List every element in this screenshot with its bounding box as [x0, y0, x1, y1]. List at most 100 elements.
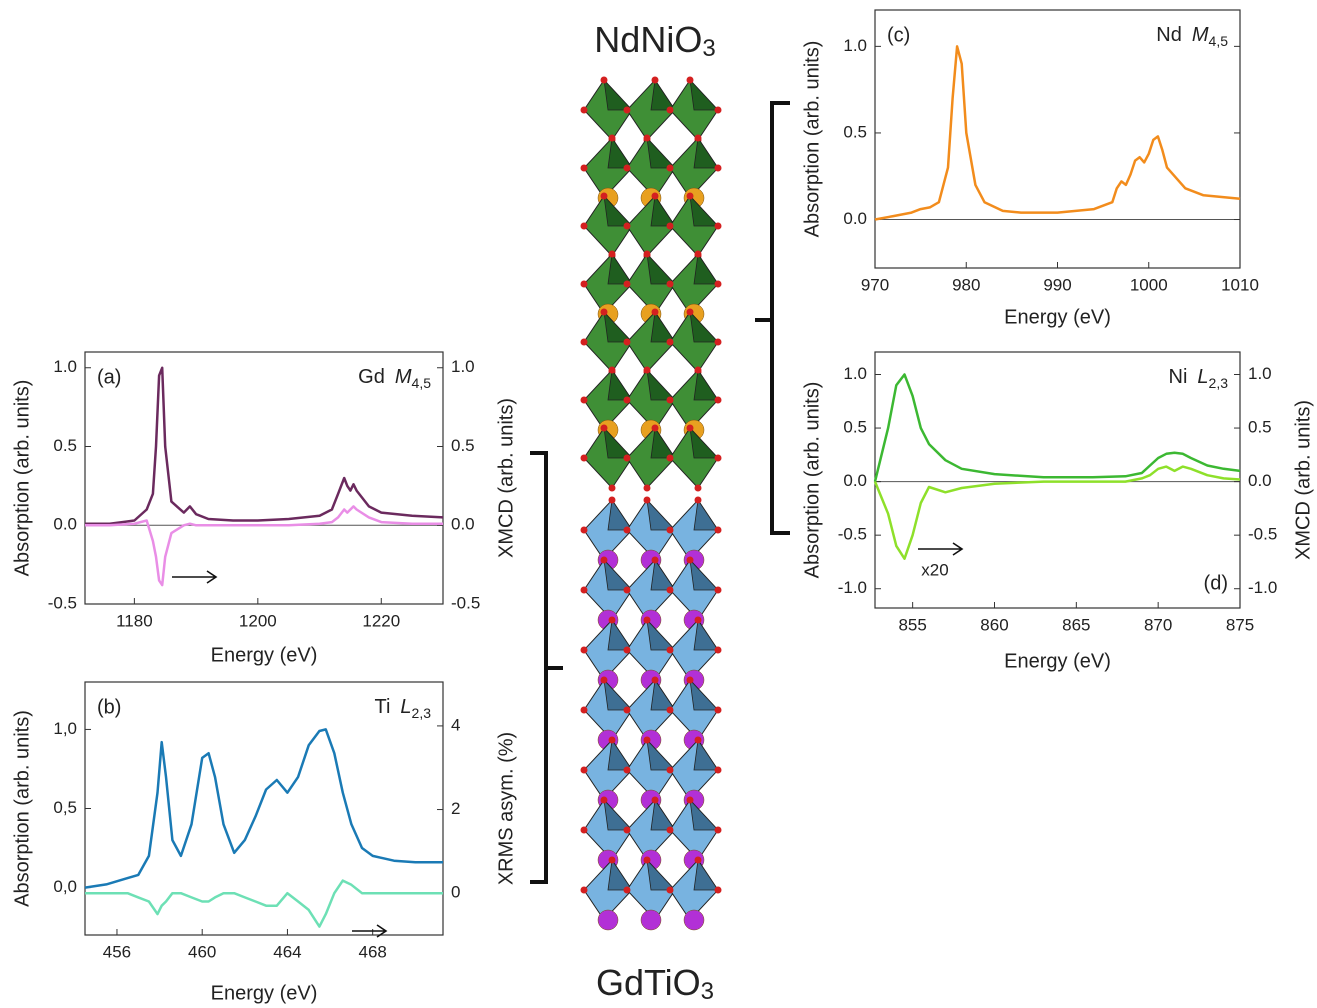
edge-sub: 4,5: [1209, 33, 1229, 49]
cation: [640, 909, 662, 931]
octahedron-face: [650, 558, 676, 591]
edge-label: Gd M4,5: [358, 366, 431, 390]
oxygen: [714, 646, 722, 654]
oxygen: [714, 526, 722, 534]
oxygen: [643, 616, 651, 624]
y2-tick-label: 4: [451, 715, 460, 734]
octahedron-face: [650, 310, 676, 343]
series-line: [873, 373, 1241, 482]
x-tick-label: 855: [898, 615, 926, 634]
oxygen: [600, 556, 608, 564]
cation: [683, 909, 705, 931]
formula: NdNiO: [594, 19, 702, 60]
oxygen: [580, 222, 588, 230]
x-tick-label: 460: [188, 942, 216, 961]
oxygen: [686, 308, 694, 316]
oxygen: [600, 192, 608, 200]
edge-element: Gd: [358, 366, 385, 388]
octahedron-face: [646, 252, 676, 285]
octahedron-face: [607, 368, 633, 401]
oxygen: [608, 736, 616, 744]
oxygen: [714, 766, 722, 774]
y2-tick-label: -0.5: [1248, 525, 1277, 544]
oxygen: [686, 556, 694, 564]
oxygen: [666, 586, 674, 594]
series-line: [85, 366, 444, 525]
formula-sub: 3: [702, 35, 715, 62]
oxygen: [666, 526, 674, 534]
oxygen: [623, 280, 631, 288]
edge-element: Ti: [374, 696, 390, 718]
oxygen: [580, 454, 588, 462]
x-tick-label: 1220: [362, 611, 400, 630]
y2-tick-label: -0.5: [451, 593, 480, 612]
octahedron-face: [603, 310, 633, 343]
y2-tick-label: 2: [451, 799, 460, 818]
oxygen: [651, 308, 659, 316]
bottom-material: GdTiO3: [596, 962, 714, 1006]
series-line: [85, 505, 443, 587]
top-material: NdNiO3: [594, 19, 715, 63]
oxygen: [694, 736, 702, 744]
oxygen: [694, 134, 702, 142]
oxygen: [623, 222, 631, 230]
y2-tick-label: 0: [451, 883, 460, 902]
oxygen: [714, 106, 722, 114]
octahedron-face: [603, 426, 633, 459]
octahedron-face: [689, 426, 719, 459]
panel-label: (b): [97, 696, 121, 718]
octahedron-face: [646, 738, 676, 771]
oxygen: [623, 646, 631, 654]
y-axis-label: Absorption (arb. units): [801, 41, 823, 238]
oxygen: [580, 646, 588, 654]
oxygen: [580, 766, 588, 774]
oxygen: [608, 250, 616, 258]
x-axis-label: Energy (eV): [1004, 650, 1111, 672]
octahedron-face: [607, 738, 633, 771]
y-axis-label: Absorption (arb. units): [11, 710, 33, 907]
oxygen: [623, 706, 631, 714]
edge-letter: M: [1192, 24, 1209, 46]
y-tick-label: 0.0: [843, 209, 867, 228]
oxygen: [694, 484, 702, 492]
y2-tick-label: 0.5: [1248, 418, 1272, 437]
oxygen: [580, 280, 588, 288]
oxygen: [666, 164, 674, 172]
octahedron-face: [689, 678, 719, 711]
oxygen: [580, 396, 588, 404]
formula-sub: 3: [701, 978, 714, 1005]
octahedron-face: [693, 252, 719, 285]
bracket-left: [530, 451, 563, 884]
octahedron-face: [650, 78, 676, 111]
oxygen: [666, 706, 674, 714]
oxygen: [666, 338, 674, 346]
oxygen: [608, 616, 616, 624]
octahedron-face: [693, 858, 719, 891]
oxygen: [623, 396, 631, 404]
y-tick-label: -0.5: [838, 525, 867, 544]
y2-tick-label: 1.0: [1248, 364, 1272, 383]
oxygen: [623, 886, 631, 894]
bracket-right: [755, 101, 790, 535]
oxygen: [714, 586, 722, 594]
oxygen: [686, 424, 694, 432]
oxygen: [714, 706, 722, 714]
oxygen: [651, 424, 659, 432]
oxygen: [600, 424, 608, 432]
oxygen: [600, 676, 608, 684]
y-tick-label: 0,5: [53, 798, 77, 817]
oxygen: [608, 484, 616, 492]
oxygen: [643, 134, 651, 142]
oxygen: [623, 826, 631, 834]
edge-letter: L: [400, 696, 411, 718]
x-tick-label: 870: [1144, 615, 1172, 634]
y-axis-label: Absorption (arb. units): [11, 380, 33, 577]
x-tick-label: 464: [273, 942, 301, 961]
oxygen: [694, 496, 702, 504]
y-tick-label: 1.0: [843, 36, 867, 55]
crystal-structure: [580, 76, 722, 931]
x-tick-label: 1180: [116, 611, 153, 630]
axis-arrow: [352, 924, 388, 938]
